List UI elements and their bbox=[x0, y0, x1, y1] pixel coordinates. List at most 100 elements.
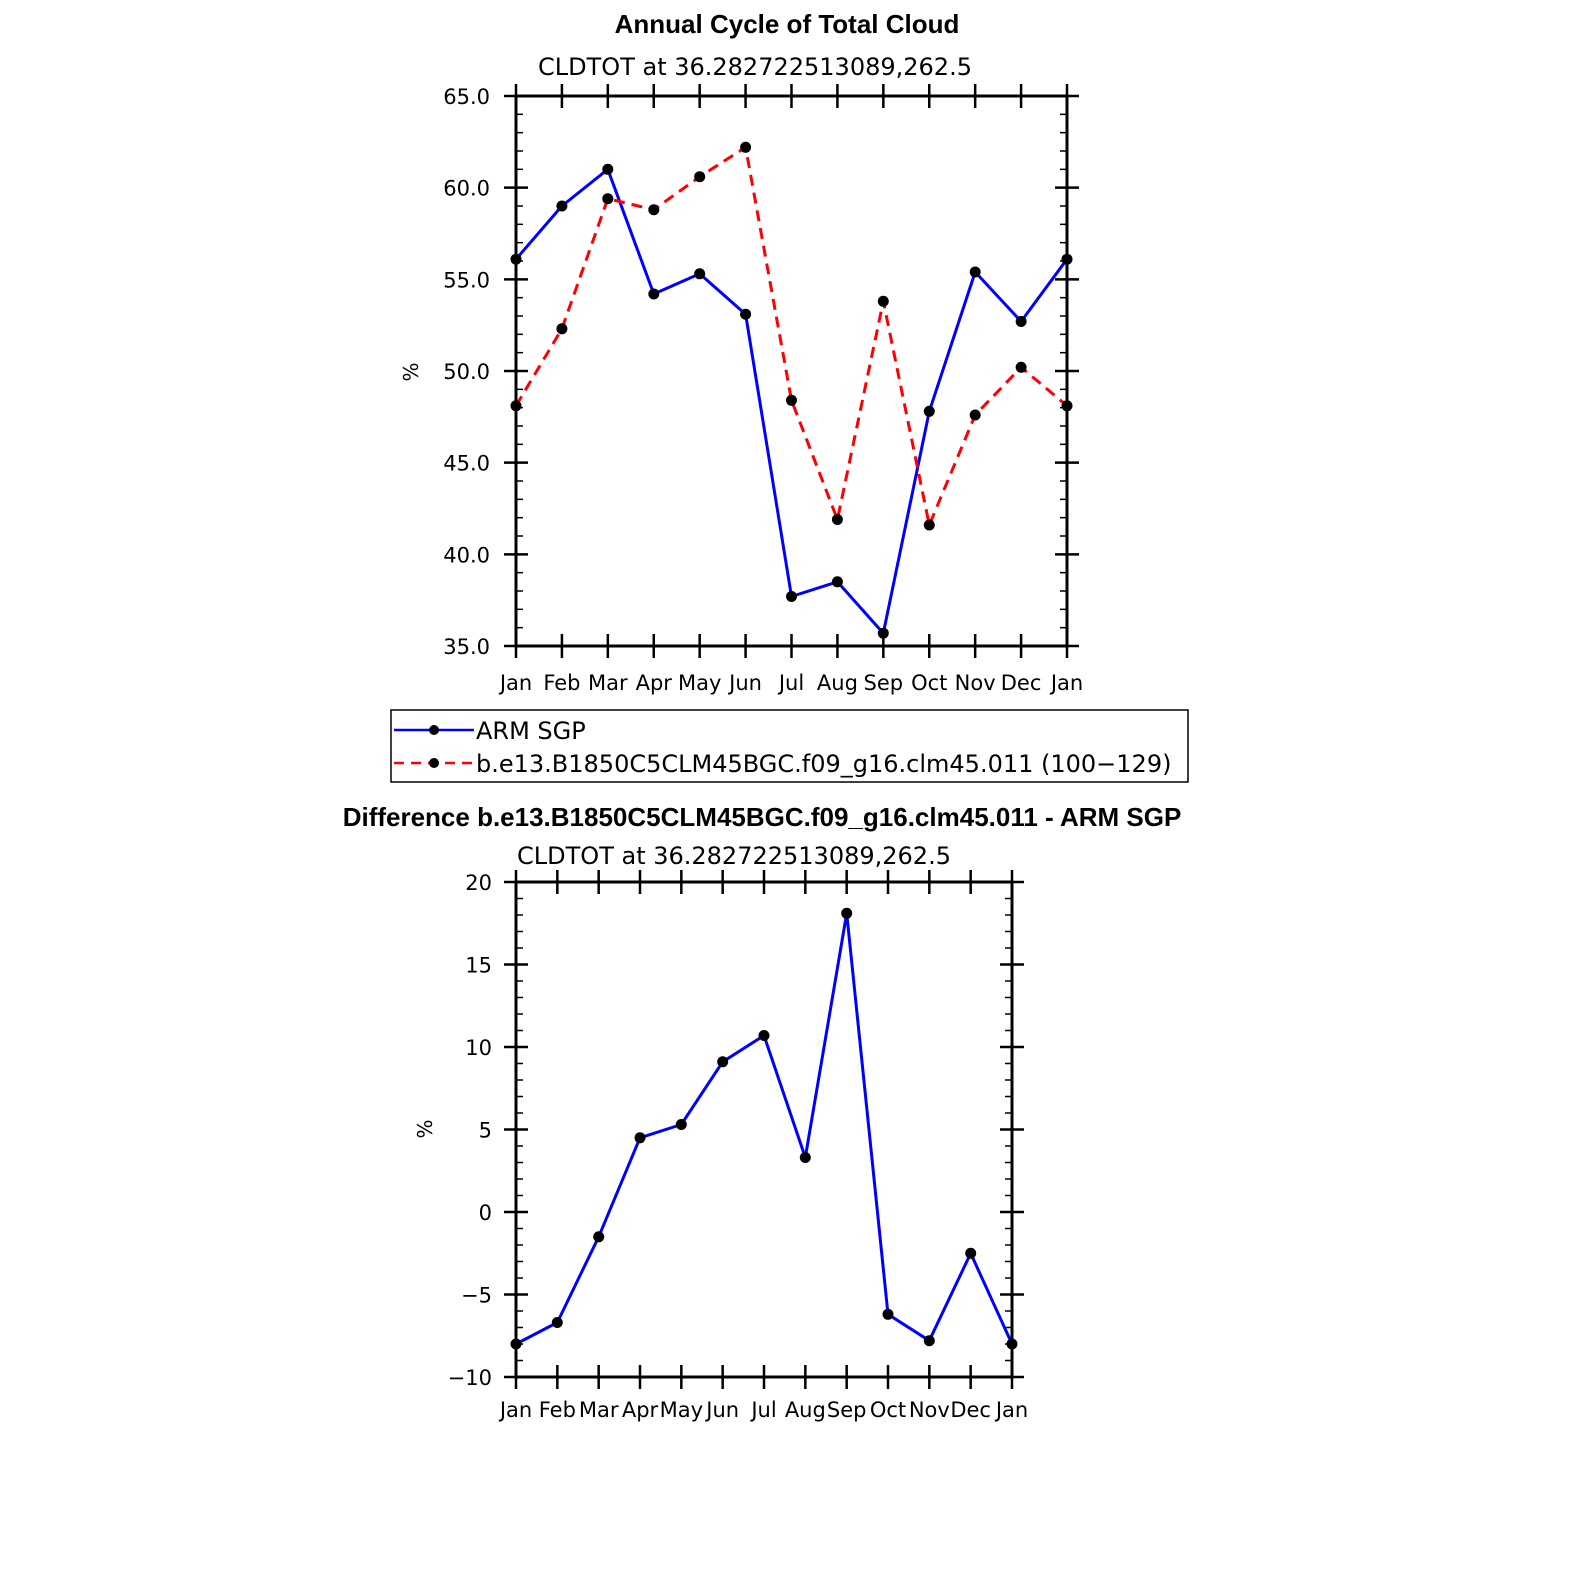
legend-label-arm-sgp: ARM SGP bbox=[476, 717, 586, 745]
data-point bbox=[969, 266, 981, 278]
data-point bbox=[786, 394, 797, 406]
x-tick-label: Dec bbox=[950, 1398, 991, 1422]
plot-frame bbox=[514, 880, 1014, 1379]
data-point bbox=[602, 193, 614, 205]
data-point bbox=[634, 1132, 646, 1144]
data-point bbox=[882, 1308, 894, 1320]
data-point bbox=[740, 308, 752, 320]
x-tick-label: Jan bbox=[994, 1398, 1028, 1422]
difference-chart: Difference b.e13.B1850C5CLM45BGC.f09_g16… bbox=[343, 802, 1182, 1422]
data-point bbox=[602, 163, 614, 175]
data-point bbox=[965, 1247, 977, 1259]
data-point bbox=[799, 1152, 811, 1163]
x-tick-label: Feb bbox=[539, 1398, 576, 1422]
tick-marks bbox=[504, 870, 1024, 1389]
data-point bbox=[694, 171, 706, 183]
x-tick-label: Mar bbox=[588, 671, 628, 695]
series-lines bbox=[515, 911, 1014, 1346]
data-point bbox=[648, 288, 660, 300]
x-tick-label: Jul bbox=[749, 1398, 776, 1422]
x-tick-label: Jul bbox=[777, 671, 804, 695]
legend-marker-model bbox=[429, 758, 439, 768]
y-axis-label: % bbox=[399, 362, 423, 381]
tick-marks bbox=[504, 84, 1079, 658]
y-tick-label: 5 bbox=[479, 1119, 492, 1143]
x-tick-label: Oct bbox=[911, 671, 947, 695]
y-tick-label: 0 bbox=[479, 1201, 492, 1225]
data-point bbox=[717, 1056, 729, 1068]
series-markers bbox=[510, 141, 1073, 639]
chart-title: Difference b.e13.B1850C5CLM45BGC.f09_g16… bbox=[343, 802, 1182, 832]
data-point bbox=[923, 1335, 935, 1347]
x-tick-label: Feb bbox=[543, 671, 580, 695]
x-tick-label: Jan bbox=[498, 671, 532, 695]
plot-frame bbox=[514, 94, 1069, 648]
x-tick-label: Apr bbox=[636, 671, 673, 695]
data-point bbox=[877, 627, 889, 639]
series-lines bbox=[514, 145, 1069, 635]
y-tick-label: −10 bbox=[448, 1366, 492, 1390]
x-tick-label: Sep bbox=[827, 1398, 867, 1422]
x-tick-label: Sep bbox=[864, 671, 904, 695]
data-point bbox=[556, 200, 568, 212]
y-tick-label: −5 bbox=[461, 1284, 492, 1308]
y-tick-label: 60.0 bbox=[443, 177, 490, 201]
chart-title: Annual Cycle of Total Cloud bbox=[615, 9, 960, 39]
y-axis-label: % bbox=[413, 1119, 437, 1138]
data-point bbox=[923, 519, 935, 531]
legend: ARM SGP b.e13.B1850C5CLM45BGC.f09_g16.cl… bbox=[390, 709, 1189, 783]
x-tick-label: Dec bbox=[1001, 671, 1042, 695]
x-tick-label: Jun bbox=[727, 671, 762, 695]
y-tick-label: 40.0 bbox=[443, 543, 490, 567]
data-point bbox=[831, 576, 843, 588]
x-tick-label: Nov bbox=[909, 1398, 950, 1422]
x-tick-label: May bbox=[660, 1398, 703, 1422]
chart-subtitle: CLDTOT at 36.282722513089,262.5 bbox=[517, 842, 951, 870]
x-tick-label: May bbox=[678, 671, 721, 695]
chart-subtitle: CLDTOT at 36.282722513089,262.5 bbox=[538, 53, 972, 81]
data-point bbox=[740, 141, 752, 153]
x-tick-label: Jun bbox=[704, 1398, 739, 1422]
data-point bbox=[758, 1030, 770, 1041]
data-point bbox=[923, 405, 935, 417]
x-tick-label: Jan bbox=[1049, 671, 1083, 695]
y-tick-label: 50.0 bbox=[443, 360, 490, 384]
y-tick-labels: −10 −5 0 5 10 15 20 bbox=[448, 871, 492, 1390]
x-tick-label: Nov bbox=[955, 671, 996, 695]
data-point bbox=[831, 514, 843, 525]
y-tick-label: 65.0 bbox=[443, 85, 490, 109]
annual-cycle-chart: Annual Cycle of Total Cloud CLDTOT at 36… bbox=[390, 9, 1189, 783]
data-point bbox=[1015, 316, 1027, 327]
y-tick-label: 10 bbox=[465, 1036, 492, 1060]
legend-box bbox=[390, 709, 1189, 783]
data-point bbox=[877, 295, 889, 307]
series-line-1 bbox=[514, 145, 1068, 527]
data-point bbox=[1015, 361, 1027, 373]
x-tick-label: Oct bbox=[870, 1398, 906, 1422]
data-point bbox=[675, 1119, 687, 1130]
y-tick-label: 15 bbox=[465, 954, 492, 978]
x-tick-label: Apr bbox=[622, 1398, 659, 1422]
x-tick-label: Aug bbox=[817, 671, 858, 695]
x-tick-label: Aug bbox=[785, 1398, 826, 1422]
x-tick-label: Jan bbox=[498, 1398, 532, 1422]
data-point bbox=[593, 1231, 605, 1243]
legend-label-model: b.e13.B1850C5CLM45BGC.f09_g16.clm45.011 … bbox=[476, 750, 1171, 778]
data-point bbox=[694, 268, 706, 280]
data-point bbox=[556, 323, 568, 335]
series-markers bbox=[510, 907, 1018, 1350]
x-tick-label: Mar bbox=[579, 1398, 619, 1422]
y-tick-label: 45.0 bbox=[443, 452, 490, 476]
data-point bbox=[841, 907, 853, 919]
data-point bbox=[786, 591, 797, 602]
data-point bbox=[551, 1317, 563, 1328]
series-line-0 bbox=[515, 911, 1014, 1346]
data-point bbox=[969, 409, 981, 421]
legend-marker-arm-sgp bbox=[429, 725, 439, 735]
y-tick-labels: 35.0 40.0 45.0 50.0 55.0 60.0 65.0 bbox=[443, 85, 490, 659]
x-tick-labels: Jan Feb Mar Apr May Jun Jul Aug Sep Oct Nov Dec Jan bbox=[498, 671, 1083, 695]
y-tick-label: 35.0 bbox=[443, 635, 490, 659]
x-tick-labels: Jan Feb Mar Apr May Jun Jul Aug Sep Oct Nov Dec Jan bbox=[498, 1398, 1028, 1422]
y-tick-label: 55.0 bbox=[443, 268, 490, 292]
